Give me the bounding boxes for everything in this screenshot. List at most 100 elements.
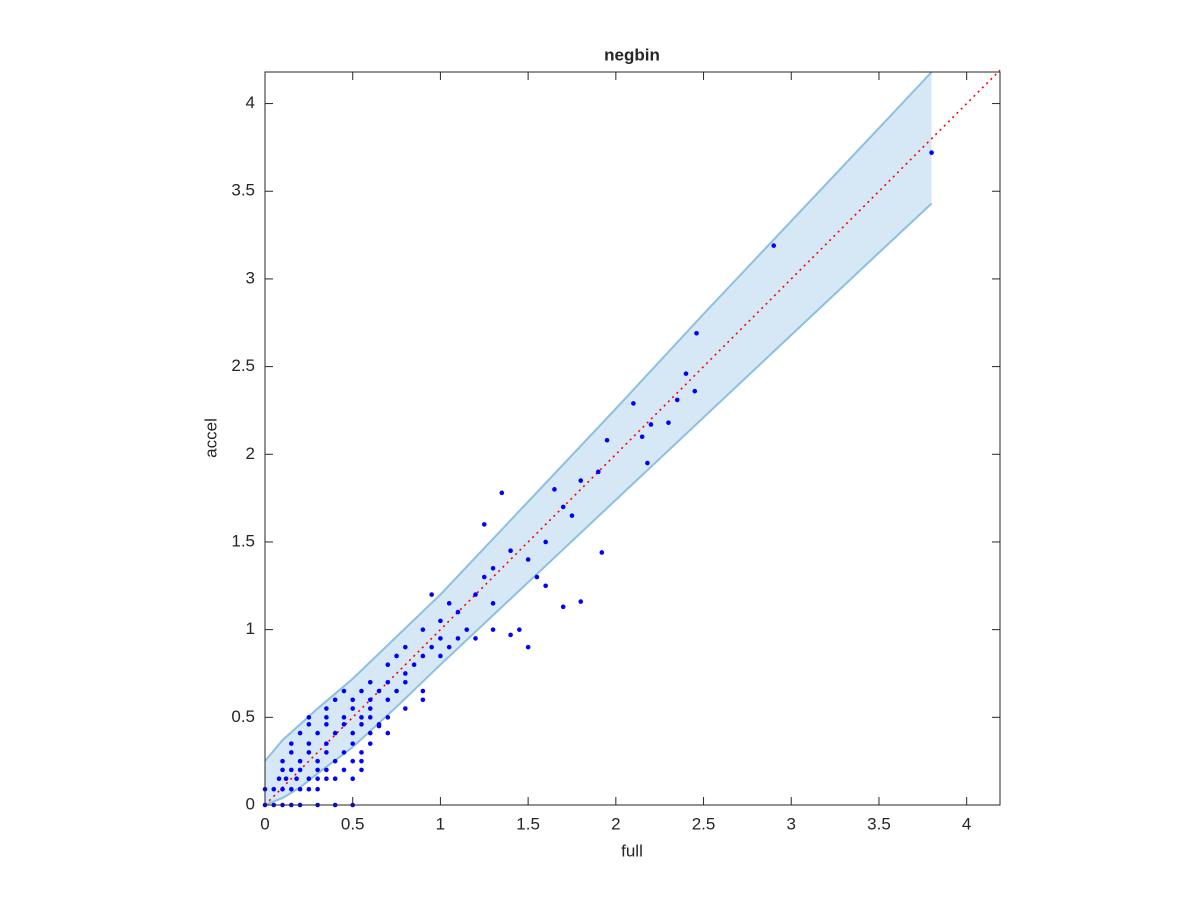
point [446, 601, 452, 606]
point [569, 513, 575, 518]
y-axis-label: accel [201, 418, 220, 458]
point [631, 401, 636, 406]
x-tick-label: 2.5 [692, 814, 716, 833]
point [639, 434, 645, 440]
point [315, 730, 320, 736]
point [341, 750, 347, 755]
point [455, 636, 461, 641]
point [283, 776, 289, 781]
point [446, 644, 452, 650]
chart-title: negbin [604, 45, 660, 64]
point [508, 632, 513, 638]
point [560, 604, 566, 610]
point [315, 758, 320, 764]
point [359, 750, 364, 755]
point [359, 758, 364, 764]
point [359, 688, 364, 694]
point [578, 478, 584, 483]
point [324, 750, 329, 755]
point [280, 758, 285, 764]
point [367, 706, 373, 711]
point [429, 592, 434, 597]
point [297, 758, 303, 764]
point [376, 723, 382, 729]
point [280, 767, 285, 773]
point [385, 730, 391, 736]
point [341, 715, 347, 720]
point [276, 776, 282, 781]
point [403, 671, 408, 676]
point [350, 776, 356, 781]
point [350, 758, 356, 764]
point [929, 150, 934, 155]
point [694, 330, 699, 336]
point [367, 679, 373, 685]
y-tick-label: 1.5 [231, 531, 255, 550]
point [341, 688, 347, 694]
y-tick-label: 3 [246, 268, 255, 287]
point [315, 786, 320, 792]
point [306, 750, 312, 755]
point [438, 636, 443, 641]
point [289, 750, 294, 755]
point [289, 741, 294, 746]
point [306, 741, 312, 746]
point [332, 776, 338, 781]
point [674, 397, 680, 403]
point [604, 437, 610, 443]
point [683, 371, 689, 376]
point [543, 539, 548, 545]
point [420, 688, 426, 694]
point [315, 767, 320, 773]
point [473, 636, 478, 641]
x-tick-label: 2 [611, 814, 620, 833]
point [359, 767, 364, 773]
point [367, 715, 373, 720]
point [771, 243, 777, 248]
point [499, 490, 505, 496]
y-tick-label: 0.5 [231, 707, 255, 726]
point [324, 776, 329, 781]
point [525, 644, 531, 650]
point [464, 627, 470, 632]
point [294, 776, 299, 781]
point [297, 767, 303, 773]
point [394, 653, 399, 659]
point [359, 722, 364, 727]
point [599, 550, 605, 555]
point [490, 601, 496, 606]
point [385, 679, 391, 685]
point [420, 653, 426, 659]
point [490, 565, 496, 571]
point [429, 644, 434, 650]
y-tick-label: 3.5 [231, 181, 255, 200]
point [306, 776, 312, 781]
y-tick-label: 2.5 [231, 356, 255, 375]
point [473, 592, 478, 597]
point [525, 557, 531, 562]
x-tick-label: 3 [787, 814, 796, 833]
point [481, 522, 487, 527]
y-tick-label: 2 [246, 444, 255, 463]
x-tick-label: 4 [962, 814, 971, 833]
point [297, 786, 303, 792]
point [289, 786, 294, 792]
point [645, 460, 650, 466]
band-edge [264, 71, 933, 762]
confidence-band [265, 72, 932, 805]
point [324, 741, 329, 746]
point [420, 697, 426, 703]
point [385, 697, 391, 703]
point [578, 599, 584, 604]
point [324, 715, 329, 720]
point [324, 767, 329, 773]
point [403, 679, 408, 685]
point [306, 715, 312, 720]
point [438, 653, 443, 659]
point [297, 730, 303, 736]
point [324, 722, 329, 727]
point [403, 644, 408, 650]
point [385, 662, 391, 668]
point [595, 469, 601, 475]
